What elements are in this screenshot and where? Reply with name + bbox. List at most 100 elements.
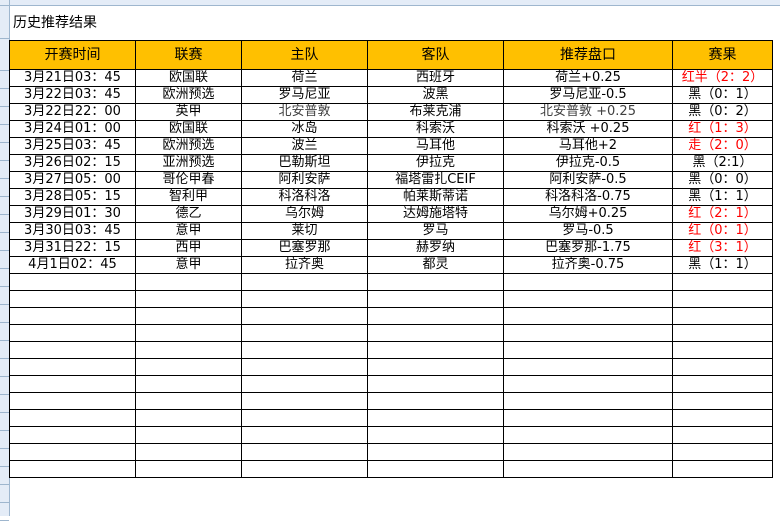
cell-pick[interactable] [503,341,673,359]
cell-home[interactable]: 阿利安萨 [241,171,368,189]
cell-league[interactable]: 欧洲预选 [135,86,242,104]
cell-league[interactable] [135,358,242,376]
cell-away[interactable] [367,460,504,478]
cell-time[interactable] [9,426,136,444]
cell-result[interactable] [672,307,773,325]
cell-away[interactable]: 福塔雷扎CEIF [367,171,504,189]
cell-result[interactable] [672,375,773,393]
cell-pick[interactable]: 马耳他+2 [503,137,673,155]
cell-pick[interactable] [503,290,673,308]
cell-time[interactable]: 3月22日03：45 [9,86,136,104]
cell-away[interactable] [367,443,504,461]
header-time[interactable]: 开赛时间 [9,40,136,70]
cell-away[interactable] [367,290,504,308]
cell-league[interactable] [135,273,242,291]
cell-league[interactable] [135,375,242,393]
cell-away[interactable] [367,358,504,376]
cell-time[interactable]: 3月31日22：15 [9,239,136,257]
cell-league[interactable]: 意甲 [135,256,242,274]
cell-result[interactable] [672,358,773,376]
cell-result[interactable]: 红（1：3） [672,120,773,138]
cell-result[interactable]: 红（0：1） [672,222,773,240]
cell-away[interactable] [367,273,504,291]
cell-home[interactable]: 北安普敦 [241,103,368,121]
cell-time[interactable] [9,290,136,308]
cell-away[interactable]: 都灵 [367,256,504,274]
cell-home[interactable] [241,341,368,359]
cell-time[interactable] [9,358,136,376]
cell-result[interactable] [672,273,773,291]
cell-pick[interactable] [503,324,673,342]
cell-home[interactable]: 荷兰 [241,69,368,87]
cell-pick[interactable] [503,426,673,444]
cell-result[interactable] [672,426,773,444]
cell-home[interactable]: 巴塞罗那 [241,239,368,257]
cell-result[interactable]: 黑（0：2） [672,103,773,121]
cell-result[interactable] [672,341,773,359]
cell-home[interactable] [241,324,368,342]
cell-home[interactable] [241,290,368,308]
cell-away[interactable] [367,426,504,444]
header-pick[interactable]: 推荐盘口 [503,40,673,70]
cell-pick[interactable]: 拉齐奥-0.75 [503,256,673,274]
cell-result[interactable]: 走（2：0） [672,137,773,155]
cell-league[interactable] [135,341,242,359]
cell-time[interactable]: 3月21日03：45 [9,69,136,87]
cell-time[interactable]: 3月30日03：45 [9,222,136,240]
cell-time[interactable]: 3月28日05：15 [9,188,136,206]
cell-home[interactable] [241,443,368,461]
cell-time[interactable] [9,341,136,359]
cell-result[interactable] [672,460,773,478]
cell-away[interactable]: 赫罗纳 [367,239,504,257]
cell-home[interactable] [241,426,368,444]
cell-time[interactable]: 3月22日22：00 [9,103,136,121]
cell-home[interactable]: 波兰 [241,137,368,155]
cell-pick[interactable]: 伊拉克-0.5 [503,154,673,172]
cell-home[interactable] [241,409,368,427]
cell-away[interactable]: 达姆施塔特 [367,205,504,223]
cell-pick[interactable]: 巴塞罗那-1.75 [503,239,673,257]
cell-result[interactable] [672,392,773,410]
cell-away[interactable] [367,324,504,342]
cell-home[interactable]: 巴勒斯坦 [241,154,368,172]
cell-pick[interactable] [503,409,673,427]
cell-time[interactable]: 3月26日02：15 [9,154,136,172]
cell-pick[interactable]: 北安普敦 +0.25 [503,103,673,121]
cell-result[interactable]: 黑（0：0） [672,171,773,189]
cell-league[interactable]: 欧洲预选 [135,137,242,155]
cell-away[interactable]: 伊拉克 [367,154,504,172]
cell-league[interactable] [135,392,242,410]
cell-away[interactable]: 马耳他 [367,137,504,155]
cell-away[interactable]: 科索沃 [367,120,504,138]
cell-away[interactable] [367,341,504,359]
cell-home[interactable]: 莱切 [241,222,368,240]
cell-time[interactable] [9,307,136,325]
cell-away[interactable] [367,307,504,325]
header-home[interactable]: 主队 [241,40,368,70]
cell-time[interactable] [9,443,136,461]
header-result[interactable]: 赛果 [672,40,773,70]
cell-home[interactable] [241,358,368,376]
cell-away[interactable] [367,409,504,427]
cell-pick[interactable]: 阿利安萨-0.5 [503,171,673,189]
cell-league[interactable]: 德乙 [135,205,242,223]
cell-result[interactable]: 黑（1：1） [672,188,773,206]
cell-result[interactable]: 黑（2:1） [672,154,773,172]
cell-time[interactable] [9,409,136,427]
cell-pick[interactable]: 罗马-0.5 [503,222,673,240]
cell-home[interactable] [241,460,368,478]
cell-league[interactable] [135,324,242,342]
cell-result[interactable]: 黑（1：1） [672,256,773,274]
cell-pick[interactable]: 乌尔姆+0.25 [503,205,673,223]
cell-pick[interactable]: 荷兰+0.25 [503,69,673,87]
cell-home[interactable]: 罗马尼亚 [241,86,368,104]
cell-pick[interactable]: 罗马尼亚-0.5 [503,86,673,104]
cell-away[interactable]: 帕莱斯蒂诺 [367,188,504,206]
cell-league[interactable] [135,426,242,444]
cell-home[interactable] [241,375,368,393]
cell-time[interactable] [9,375,136,393]
cell-away[interactable]: 布莱克浦 [367,103,504,121]
cell-league[interactable]: 智利甲 [135,188,242,206]
cell-result[interactable] [672,290,773,308]
cell-result[interactable] [672,443,773,461]
